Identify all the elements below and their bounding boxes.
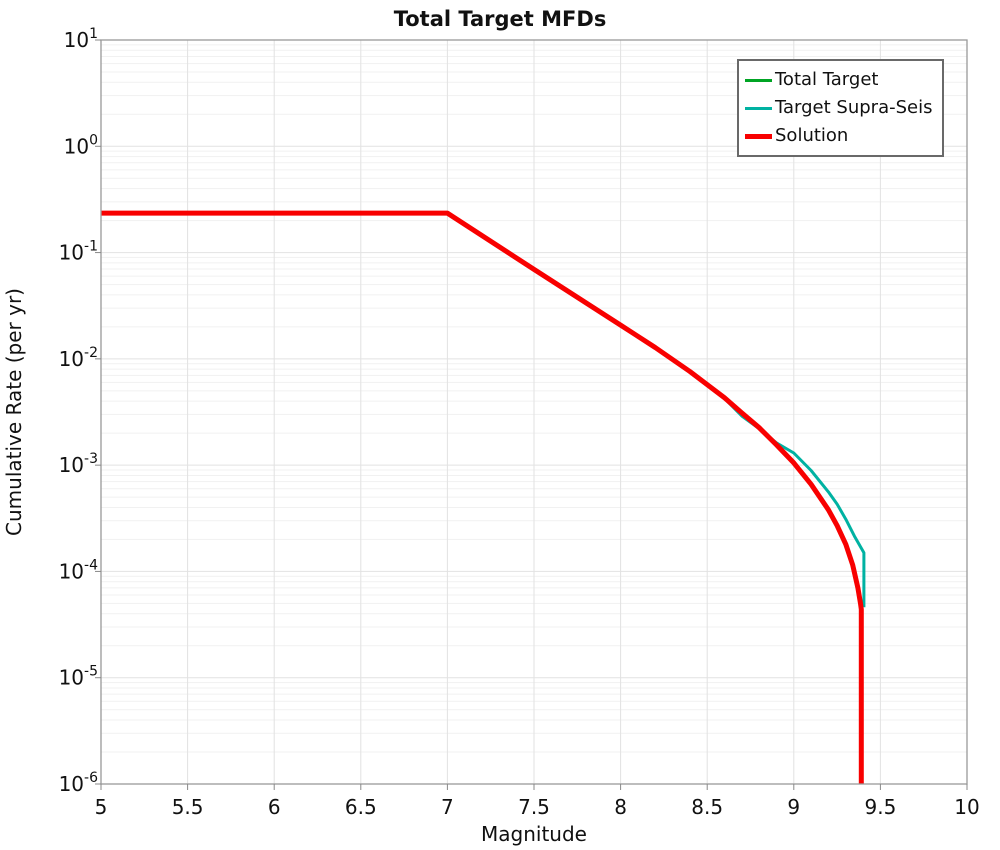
y-tick-label: 10-2 [59,345,98,371]
legend-label: Total Target [775,69,879,90]
x-tick-label: 8 [614,795,627,819]
x-tick-label: 6.5 [345,795,377,819]
legend-label: Solution [775,125,849,146]
y-tick-label: 10-4 [59,557,99,583]
x-tick-label: 9.5 [864,795,896,819]
x-tick-label: 7.5 [518,795,550,819]
x-tick-label: 7 [441,795,454,819]
y-tick-label: 10-1 [59,239,98,265]
y-tick-label: 10-5 [59,664,98,690]
x-tick-label: 8.5 [691,795,723,819]
legend-item-total-target: Total Target [745,66,932,94]
x-tick-label: 5 [95,795,108,819]
x-tick-label: 6 [268,795,281,819]
tick-layer: 5 5.5 6 6.5 7 7.5 8 8.5 9 9.5 10 101 100 10-1 10-2 10-3… [59,26,980,819]
y-tick-label: 100 [64,132,98,158]
legend-line-swatch-green [745,78,772,82]
curve-layer [101,210,866,784]
legend-label: Target Supra-Seis [775,97,933,118]
x-axis-label: Magnitude [481,822,587,846]
y-tick-label: 10-6 [59,770,99,796]
x-tick-label: 10 [954,795,979,819]
y-tick-label: 101 [64,26,98,52]
x-tick-label: 5.5 [172,795,204,819]
legend: Total Target Target Supra-Seis Solution [737,59,945,157]
chart-title: Total Target MFDs [394,7,607,31]
y-axis-label: Cumulative Rate (per yr) [2,288,26,536]
curve-solution [101,210,864,784]
legend-item-solution: Solution [745,122,932,150]
x-tick-label: 9 [787,795,800,819]
legend-line-swatch-teal [745,106,772,110]
y-tick-label: 10-3 [59,451,98,477]
legend-item-target-supra-seis: Target Supra-Seis [745,94,932,122]
legend-line-swatch-red [745,133,772,139]
